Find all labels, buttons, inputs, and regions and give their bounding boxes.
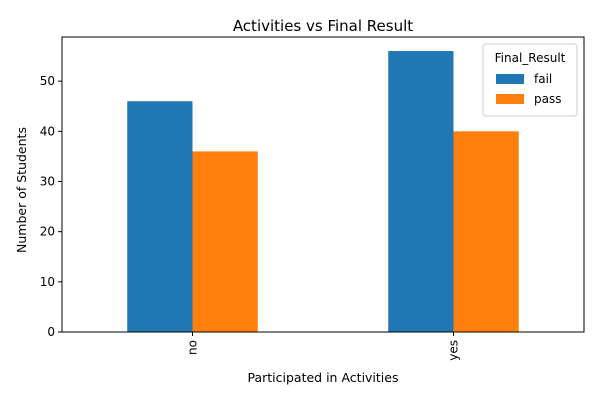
- x-axis-label: Participated in Activities: [248, 370, 399, 385]
- chart-title: Activities vs Final Result: [233, 17, 413, 35]
- legend-title: Final_Result: [495, 51, 566, 65]
- y-tick-label-50: 50: [40, 74, 55, 88]
- legend-label-pass: pass: [534, 92, 561, 106]
- y-tick-label-40: 40: [40, 124, 55, 138]
- bar-pass-no: [192, 151, 258, 332]
- y-tick-label-0: 0: [47, 325, 55, 339]
- bar-fail-yes: [388, 51, 454, 333]
- x-tick-label-no: no: [186, 340, 200, 355]
- legend-swatch-pass: [496, 94, 524, 104]
- plot-frame: [61, 36, 585, 333]
- y-tick-label-20: 20: [40, 225, 55, 239]
- y-tick-label-30: 30: [40, 174, 55, 188]
- plot-area: 0 10 20 30 40 50 no yes: [40, 36, 585, 361]
- bar-fail-no: [127, 101, 193, 333]
- y-tick-label-10: 10: [40, 275, 55, 289]
- x-tick-label-yes: yes: [447, 340, 461, 361]
- legend-swatch-fail: [496, 74, 524, 84]
- bar-pass-yes: [453, 131, 519, 332]
- y-axis-label: Number of Students: [14, 127, 29, 253]
- legend-label-fail: fail: [534, 72, 552, 86]
